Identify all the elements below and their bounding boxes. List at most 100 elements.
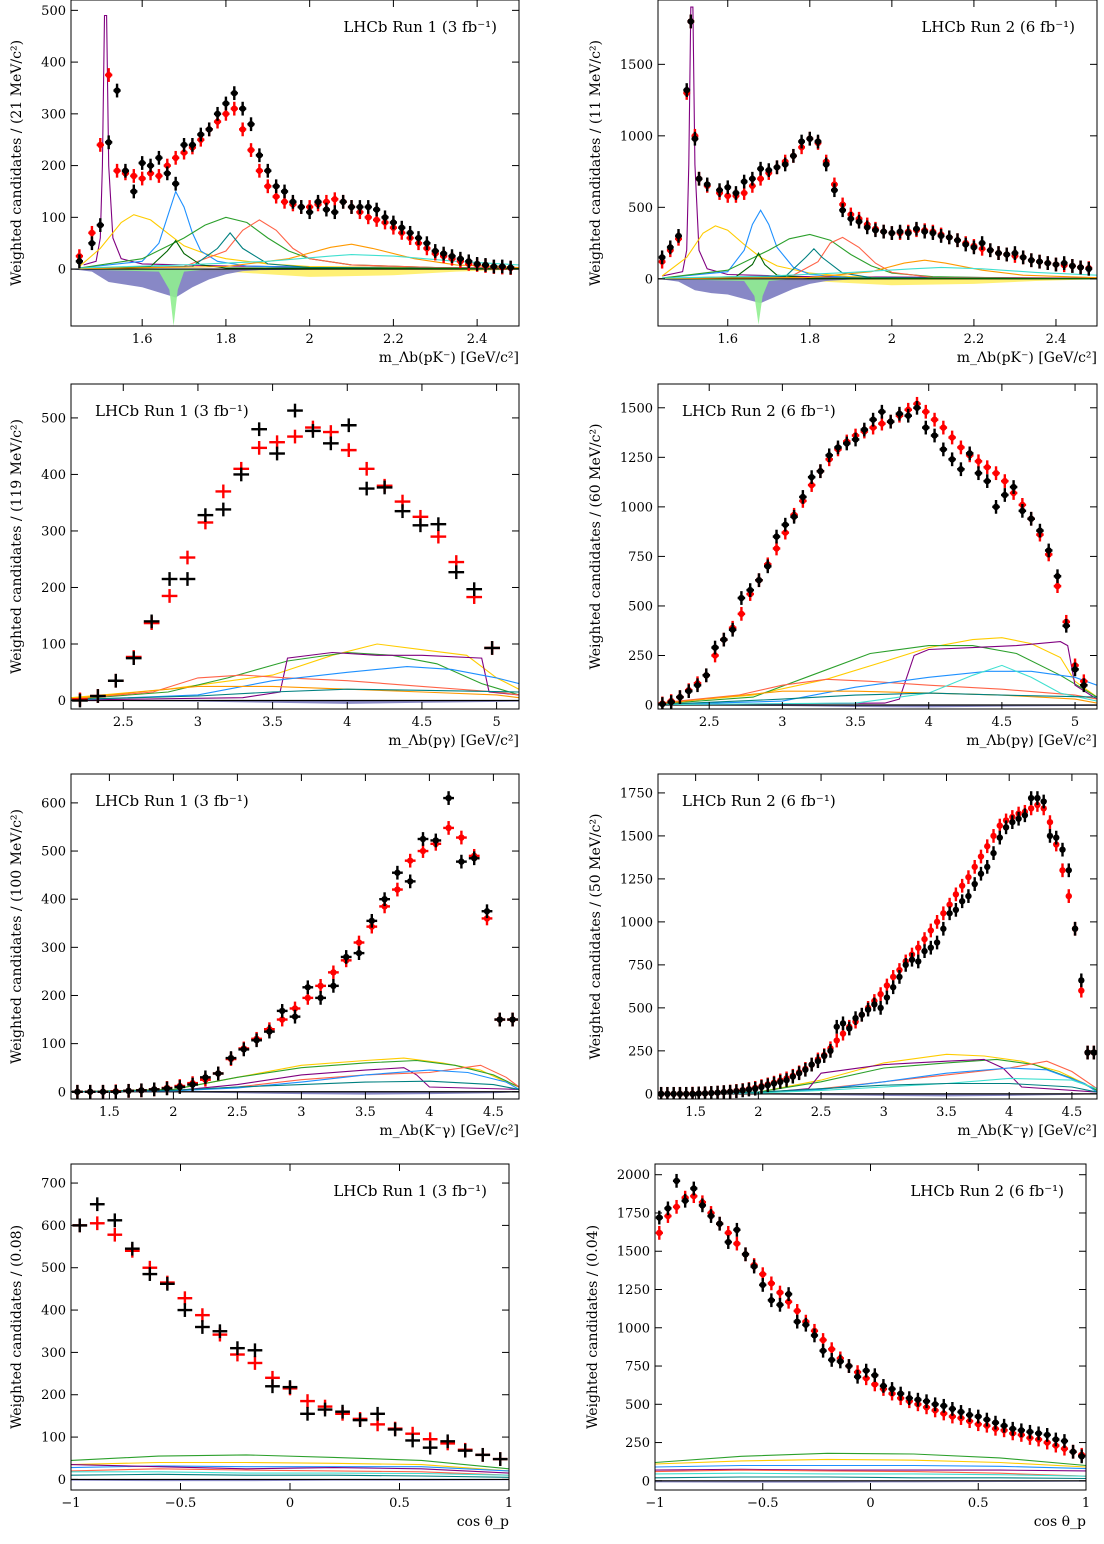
data-point	[1053, 830, 1060, 845]
fit-point	[107, 1227, 123, 1242]
fit-point	[952, 887, 960, 902]
fit-point	[877, 987, 884, 1001]
x-tick-label: 3.5	[262, 715, 283, 730]
data-point	[983, 474, 992, 488]
x-tick-label: 2.2	[964, 332, 985, 347]
data-point	[306, 205, 314, 220]
panel-title: LHCb Run 1 (3 fb⁻¹)	[95, 792, 249, 810]
fit-point	[767, 1276, 775, 1291]
data-point	[937, 229, 945, 243]
data-points	[72, 791, 518, 1099]
component-c3	[655, 1464, 1086, 1470]
fit-point	[833, 1033, 840, 1048]
data-point	[492, 1452, 508, 1466]
data-point	[991, 1415, 1000, 1430]
data-point	[828, 1353, 836, 1367]
y-tick-label: 400	[41, 56, 66, 71]
data-point	[897, 1386, 905, 1401]
data-point	[507, 260, 515, 275]
x-tick-label: 4.5	[1062, 1105, 1083, 1120]
data-point	[239, 101, 247, 116]
data-point	[205, 122, 213, 137]
fit-point	[430, 529, 447, 544]
data-point	[440, 246, 448, 261]
data-point	[726, 1084, 734, 1099]
panel-title: LHCb Run 2 (6 fb⁻¹)	[682, 402, 836, 420]
data-point	[1011, 246, 1019, 260]
data-point	[948, 1401, 957, 1416]
data-point	[1001, 488, 1009, 502]
y-tick-label: 1500	[617, 1245, 650, 1260]
y-tick-label: 200	[41, 989, 66, 1004]
data-point	[124, 1241, 140, 1256]
component-c5	[655, 1469, 1086, 1477]
data-point	[847, 211, 855, 226]
y-tick-label: 200	[41, 159, 66, 174]
data-point	[161, 1081, 173, 1096]
data-point	[914, 1392, 922, 1407]
data-point	[466, 582, 483, 597]
x-tick-label: 3	[880, 1105, 888, 1120]
data-point	[658, 250, 666, 265]
data-point	[814, 134, 822, 149]
component-neg-band	[658, 1093, 1097, 1097]
data-point	[1018, 503, 1027, 518]
component-c3	[658, 641, 1097, 706]
x-axis-label: m_Λb(pγ) [GeV/c²]	[388, 733, 519, 749]
data-point	[1002, 820, 1010, 835]
data-point	[381, 210, 389, 225]
data-point	[833, 1019, 840, 1034]
data-point	[443, 791, 454, 805]
y-tick-label: 1750	[617, 1206, 650, 1221]
data-point	[340, 950, 352, 964]
data-point	[789, 148, 797, 163]
data-point	[913, 400, 921, 415]
plot-area	[658, 791, 1097, 1099]
data-point	[957, 1405, 965, 1419]
data-point	[322, 202, 331, 217]
data-point	[161, 572, 178, 586]
x-tick-label: 1.6	[717, 332, 738, 347]
data-point	[711, 640, 719, 655]
data-point	[816, 464, 825, 479]
x-tick-label: 4.5	[992, 715, 1013, 730]
data-point	[238, 1042, 250, 1057]
data-point	[315, 991, 326, 1005]
component-c2	[662, 209, 1097, 280]
x-axis-label: m_Λb(pK⁻) [GeV/c²]	[957, 350, 1097, 366]
data-point	[340, 418, 357, 433]
x-axis-label: m_Λb(pK⁻) [GeV/c²]	[379, 350, 519, 366]
data-point	[954, 233, 961, 248]
data-point	[1015, 811, 1022, 826]
y-tick-label: 1000	[617, 1321, 650, 1336]
y-axis-label: Weighted candidates / (21 MeV/c²)	[9, 40, 25, 286]
plot-area	[71, 14, 519, 326]
data-point	[940, 1398, 948, 1413]
x-tick-label: 2	[306, 332, 314, 347]
panel-title: LHCb Run 2 (6 fb⁻¹)	[682, 792, 836, 810]
data-point	[789, 1069, 797, 1084]
data-point	[904, 408, 912, 423]
data-point	[831, 183, 838, 198]
data-point	[790, 509, 798, 524]
panel-title: LHCb Run 2 (6 fb⁻¹)	[921, 18, 1075, 36]
fit-point	[996, 818, 1003, 833]
data-point	[423, 236, 431, 251]
data-point	[1085, 261, 1093, 276]
x-tick-label: 2.5	[811, 1105, 832, 1120]
y-tick-label: 400	[41, 893, 66, 908]
data-point	[879, 1379, 888, 1393]
data-point	[1078, 973, 1085, 988]
x-tick-label: 5	[1071, 715, 1079, 730]
fit-point	[264, 179, 272, 194]
component-c1	[79, 214, 519, 270]
x-tick-label: −1	[61, 1496, 80, 1511]
x-tick-label: 2.5	[113, 715, 134, 730]
component-c1	[71, 1057, 519, 1093]
data-point	[966, 1408, 974, 1422]
y-tick-label: 600	[41, 1219, 66, 1234]
data-point	[992, 499, 1000, 514]
x-tick-label: 4.5	[483, 1105, 504, 1120]
data-point	[883, 990, 891, 1005]
